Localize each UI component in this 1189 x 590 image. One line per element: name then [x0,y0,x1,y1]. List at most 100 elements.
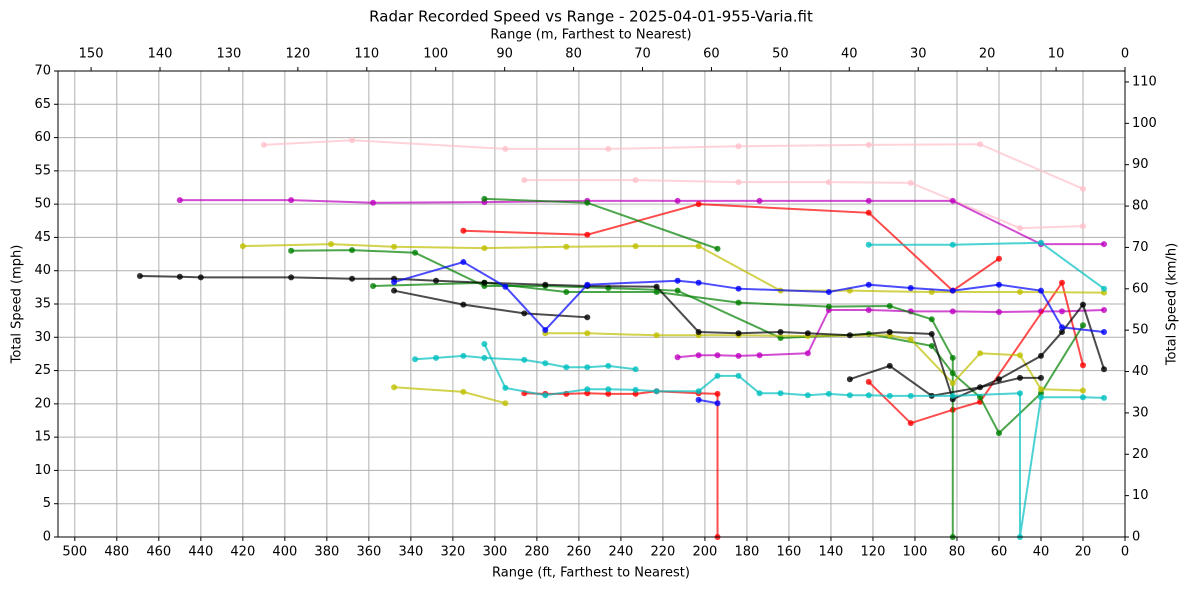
data-point [653,332,660,339]
data-point [481,340,488,347]
data-point [502,400,509,407]
data-point [605,390,612,397]
data-point [804,350,811,357]
x2-tick-label: 0 [1121,47,1129,62]
data-point [584,330,591,337]
y2-tick-label: 50 [1132,323,1149,338]
data-point [1079,185,1086,192]
data-point [653,289,660,296]
data-point [907,336,914,343]
data-point [949,308,956,315]
data-point [1079,387,1086,394]
x2-tick-label: 100 [423,47,448,62]
data-point [674,197,681,204]
series-line [868,241,1105,290]
data-point [328,241,335,248]
data-point [542,392,549,399]
data-point [584,199,591,206]
y-tick-label: 70 [34,64,51,79]
data-point [1058,308,1065,315]
x2-tick-label: 20 [979,47,996,62]
data-point [714,372,721,379]
data-point [1100,285,1107,292]
x-tick-label: 240 [608,545,633,560]
data-point [521,356,528,363]
data-point [695,328,702,335]
data-point [391,279,398,286]
data-point [349,275,356,282]
data-point [288,274,295,281]
data-point [865,392,872,399]
x-tick-label: 320 [440,545,465,560]
data-point [695,243,702,250]
data-point [197,274,204,281]
data-point [949,354,956,361]
data-point [1079,223,1086,230]
series-line [263,139,1084,190]
data-point [949,380,956,387]
data-point [136,273,143,280]
data-point [735,179,742,186]
data-point [632,366,639,373]
data-point [825,303,832,310]
data-point [460,388,467,395]
y-tick-label: 25 [34,363,51,378]
data-point [1058,279,1065,286]
y-tick-label: 20 [34,396,51,411]
x-tick-label: 460 [146,545,171,560]
x2-tick-label: 30 [910,47,927,62]
data-point [674,354,681,361]
data-point [460,259,467,266]
data-point [846,392,853,399]
y2-tick-label: 30 [1132,405,1149,420]
y-tick-label: 45 [34,230,51,245]
data-point [756,352,763,359]
data-point [865,306,872,313]
data-point [1100,328,1107,335]
data-point [502,384,509,391]
data-point [949,197,956,204]
data-point [865,281,872,288]
data-point [1016,390,1023,397]
y-tick-label: 65 [34,97,51,112]
series-line [463,203,1000,292]
y2-tick-label: 80 [1132,199,1149,214]
data-point [865,197,872,204]
data-point [886,302,893,309]
data-point [391,384,398,391]
data-point [977,350,984,357]
x2-tick-label: 150 [79,47,104,62]
data-point [584,364,591,371]
data-point [825,289,832,296]
y-tick-label: 30 [34,330,51,345]
series-line [393,289,588,319]
x-tick-label: 220 [650,545,675,560]
data-point [714,400,721,407]
data-point [1037,239,1044,246]
x2-tick-label: 110 [354,47,379,62]
data-point [995,430,1002,437]
data-point [239,243,246,250]
data-point [502,145,509,152]
data-point [412,356,419,363]
x-tick-label: 20 [1075,545,1092,560]
data-point [1016,225,1023,232]
data-point [605,145,612,152]
data-point [846,332,853,339]
data-point [288,247,295,254]
data-point [714,245,721,252]
x-tick-label: 440 [188,545,213,560]
y-tick-label: 60 [34,130,51,145]
x-tick-label: 100 [903,545,928,560]
y2-tick-label: 10 [1132,488,1149,503]
x-tick-label: 420 [230,545,255,560]
grid [58,70,1126,538]
data-point [674,277,681,284]
y-tick-label: 0 [43,530,51,545]
data-point [584,386,591,393]
y-tick-label: 15 [34,430,51,445]
data-point [695,396,702,403]
y-tick-label: 40 [34,263,51,278]
series-line [415,354,636,371]
y-tick-label: 10 [34,463,51,478]
